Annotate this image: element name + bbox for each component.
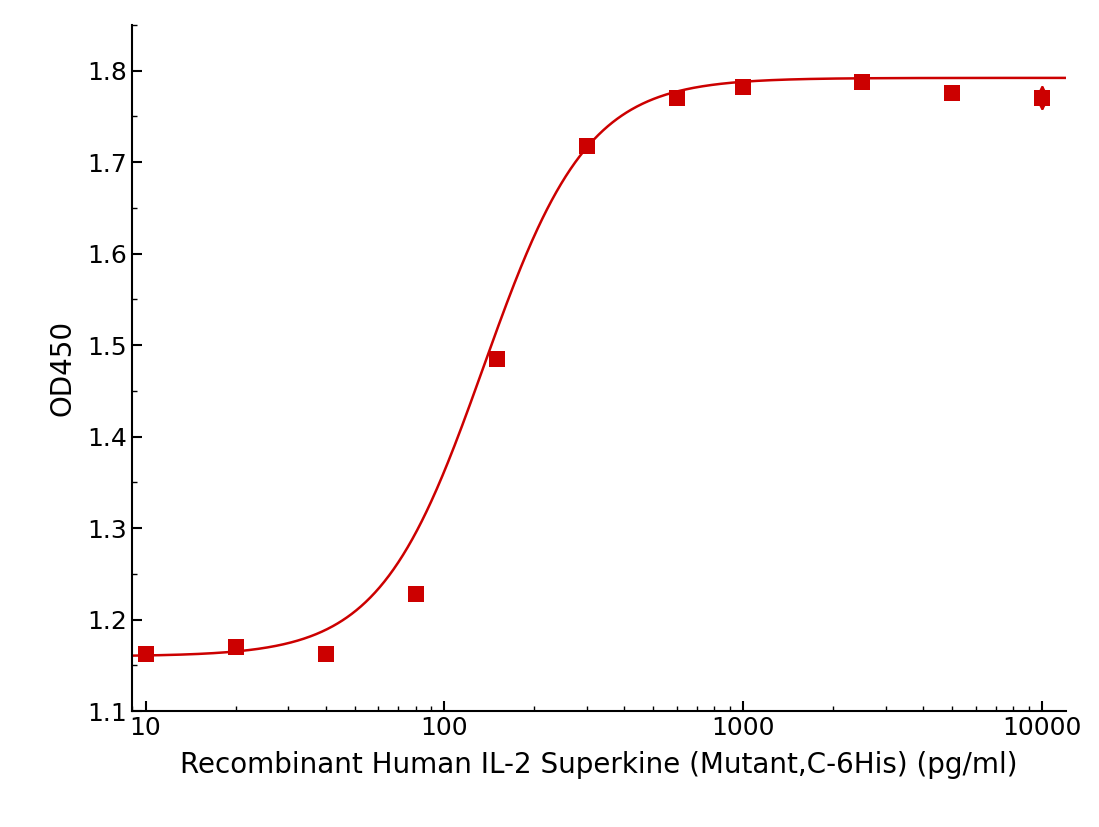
Y-axis label: OD450: OD450 (48, 320, 76, 416)
X-axis label: Recombinant Human IL-2 Superkine (Mutant,C-6His) (pg/ml): Recombinant Human IL-2 Superkine (Mutant… (180, 751, 1018, 779)
